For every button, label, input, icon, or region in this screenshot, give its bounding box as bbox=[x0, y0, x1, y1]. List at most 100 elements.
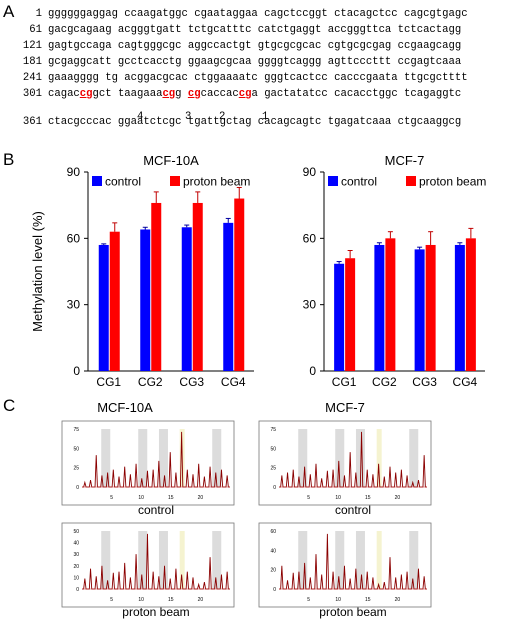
trace-column-title: MCF-7 bbox=[325, 400, 365, 415]
trace-x-tick-label: 10 bbox=[335, 495, 341, 501]
cpg-site-labels: 4 3 2 1 bbox=[0, 111, 528, 125]
highlight-band bbox=[376, 429, 382, 487]
highlight-band bbox=[138, 429, 148, 487]
y-axis-label: Methylation level (%) bbox=[30, 211, 45, 332]
legend-swatch bbox=[406, 176, 416, 186]
trace-x-tick-label: 20 bbox=[395, 597, 401, 603]
trace-y-tick-label: 75 bbox=[73, 427, 79, 433]
sequence-position: 1 bbox=[35, 8, 42, 20]
trace-y-tick-label: 10 bbox=[73, 575, 79, 581]
trace-frame bbox=[61, 420, 235, 506]
y-tick-label: 60 bbox=[67, 231, 81, 245]
y-tick-label: 90 bbox=[303, 165, 317, 179]
y-tick-label: 0 bbox=[73, 364, 80, 378]
trace-y-tick-label: 40 bbox=[270, 548, 276, 554]
bar-chart-2: MCF-7 0 30 60 90 CG1 CG2 CG3 CG4 control proton be… bbox=[303, 153, 487, 389]
bar bbox=[414, 249, 425, 371]
trace-x-tick-label: 20 bbox=[198, 495, 204, 501]
trace-y-tick-label: 0 bbox=[76, 587, 79, 593]
trace-column-title: MCF-10A bbox=[97, 400, 153, 415]
bar bbox=[425, 244, 436, 371]
trace-caption: proton beam bbox=[319, 605, 386, 619]
y-tick-label: 30 bbox=[67, 298, 81, 312]
sequence-position: 181 bbox=[22, 56, 42, 68]
sequence-text: gagtgccaga cagtgggcgc aggccactgt gtgcgcg… bbox=[48, 40, 462, 52]
trace-x-tick-label: 15 bbox=[168, 495, 174, 501]
sequence-line: 181 gcgaggcatt gcctcacctg ggaagcgcaa gggg… bbox=[14, 54, 468, 70]
bar bbox=[98, 244, 109, 371]
trace-x-tick-label: 20 bbox=[395, 495, 401, 501]
legend-swatch bbox=[170, 176, 180, 186]
bar-chart-1: MCF-10A 0 30 60 90 Methylation level (%) CG1 CG… bbox=[30, 153, 254, 389]
panel-letter-b: B bbox=[3, 150, 15, 169]
legend-swatch bbox=[328, 176, 338, 186]
sequence-text: g bbox=[175, 88, 188, 100]
trace-y-tick-label: 25 bbox=[270, 466, 276, 472]
sequence-text: ctacgcccac ggaatctcgc tgattgctag cacagca… bbox=[48, 116, 462, 128]
methylation-bar-charts: MCF-10A 0 30 60 90 Methylation level (%) CG1 CG… bbox=[30, 153, 487, 389]
bar bbox=[181, 227, 192, 371]
sequence-line: 121 gagtgccaga cagtgggcgc aggccactgt gtgc… bbox=[14, 38, 468, 54]
trace-x-tick-label: 20 bbox=[198, 597, 204, 603]
bar bbox=[334, 263, 345, 371]
trace-panel-1: 0 25 50 75 5 10 15 20 control bbox=[61, 420, 235, 517]
x-tick-label: CG3 bbox=[179, 375, 204, 389]
dna-sequence: 1 ggggggaggag ccaagatggc cgaataggaa cagct… bbox=[14, 6, 468, 130]
highlight-band bbox=[179, 531, 185, 589]
trace-y-tick-label: 20 bbox=[73, 564, 79, 570]
x-tick-label: CG1 bbox=[332, 375, 357, 389]
trace-x-tick-label: 10 bbox=[138, 495, 144, 501]
trace-y-tick-label: 0 bbox=[273, 587, 276, 593]
cpg-site: cg bbox=[162, 88, 176, 100]
trace-y-tick-label: 50 bbox=[73, 446, 79, 452]
highlight-band bbox=[212, 531, 222, 589]
trace-frame bbox=[258, 522, 432, 608]
chart-title: MCF-7 bbox=[385, 153, 425, 168]
highlight-band bbox=[409, 531, 419, 589]
trace-y-tick-label: 75 bbox=[270, 427, 276, 433]
sequence-position: 361 bbox=[22, 116, 42, 128]
trace-x-tick-label: 5 bbox=[307, 495, 310, 501]
bar bbox=[109, 231, 120, 371]
x-tick-label: CG4 bbox=[221, 375, 246, 389]
bar bbox=[345, 258, 356, 371]
x-tick-label: CG1 bbox=[96, 375, 121, 389]
sequence-position: 121 bbox=[22, 40, 42, 52]
bar bbox=[234, 198, 245, 371]
highlight-band bbox=[335, 429, 345, 487]
bar bbox=[385, 238, 396, 371]
trace-y-tick-label: 0 bbox=[76, 485, 79, 491]
trace-caption: control bbox=[335, 503, 371, 517]
bar bbox=[223, 222, 234, 371]
trace-x-tick-label: 5 bbox=[110, 597, 113, 603]
x-tick-label: CG2 bbox=[138, 375, 163, 389]
trace-x-tick-label: 10 bbox=[335, 597, 341, 603]
sequence-line: 361 ctacgcccac ggaatctcgc tgattgctag caca… bbox=[14, 114, 468, 130]
trace-x-tick-label: 15 bbox=[365, 495, 371, 501]
sequence-position: 61 bbox=[29, 24, 42, 36]
sequence-text: caccac bbox=[200, 88, 239, 100]
sequence-position: 241 bbox=[22, 72, 42, 84]
trace-y-tick-label: 50 bbox=[73, 529, 79, 535]
trace-x-tick-label: 15 bbox=[168, 597, 174, 603]
highlight-band bbox=[101, 429, 111, 487]
highlight-band bbox=[138, 531, 148, 589]
cpg-site-label: 2 bbox=[219, 111, 226, 123]
sequence-line: 241 gaaagggg tg acggacgcac ctggaaaatc ggg… bbox=[14, 70, 468, 86]
legend-label: control bbox=[105, 175, 141, 189]
cpg-site-label: 4 bbox=[137, 111, 144, 123]
sequence-text: gcgaggcatt gcctcacctg ggaagcgcaa ggggtca… bbox=[48, 56, 462, 68]
sequence-text: a gactatatcc cacacctggc tcagaggtc bbox=[251, 88, 462, 100]
trace-y-tick-label: 40 bbox=[73, 541, 79, 547]
highlight-band bbox=[101, 531, 111, 589]
highlight-band bbox=[298, 429, 308, 487]
trace-x-tick-label: 5 bbox=[110, 495, 113, 501]
highlight-band bbox=[355, 429, 365, 487]
trace-panel-4: 0 20 40 60 5 10 15 20 proton beam bbox=[258, 522, 432, 619]
x-tick-label: CG3 bbox=[412, 375, 437, 389]
bar bbox=[192, 202, 203, 371]
sequence-line: 1 ggggggaggag ccaagatggc cgaataggaa cagct… bbox=[14, 6, 468, 22]
sequence-position: 301 bbox=[22, 88, 42, 100]
sequence-text: gaaagggg tg acggacgcac ctggaaaatc gggtca… bbox=[48, 72, 468, 84]
